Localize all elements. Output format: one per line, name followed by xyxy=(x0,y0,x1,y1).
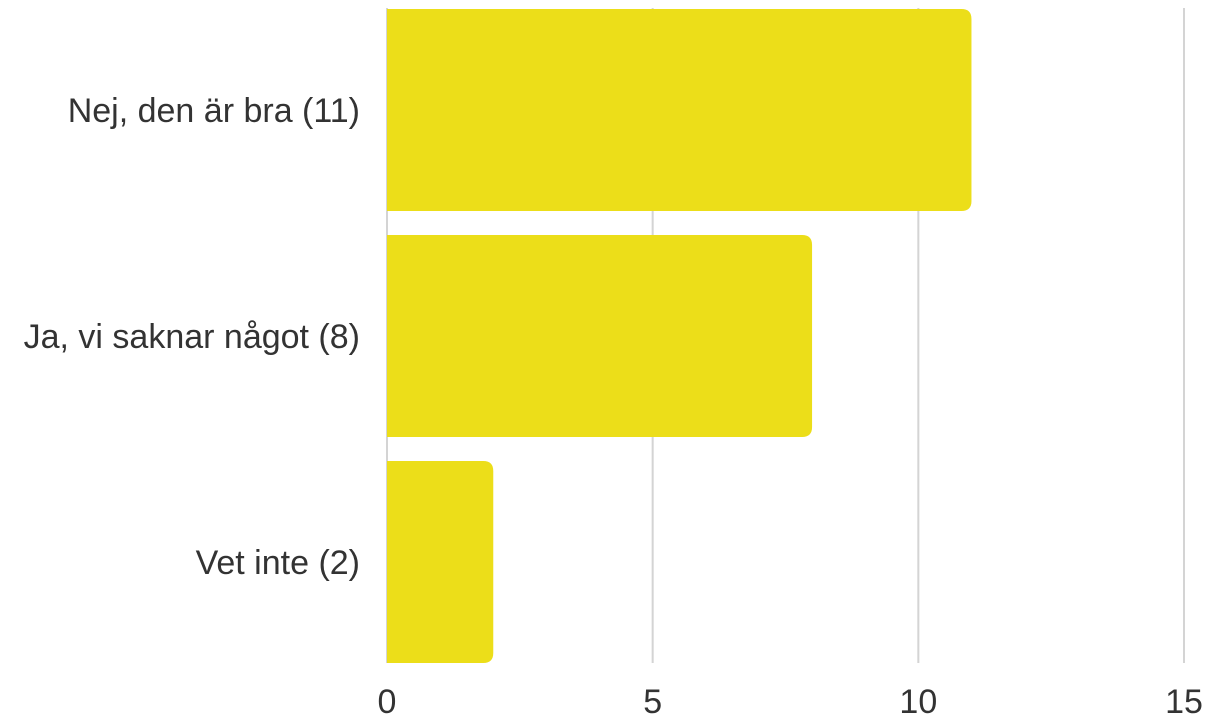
x-tick-label-0: 0 xyxy=(378,683,397,721)
bar-2 xyxy=(387,235,813,437)
category-labels: Nej, den är bra (11) Ja, vi saknar något … xyxy=(24,92,360,582)
bar-3 xyxy=(387,461,494,663)
bars xyxy=(387,9,972,663)
x-tick-label-15: 15 xyxy=(1165,683,1203,721)
category-label-2: Ja, vi saknar något (8) xyxy=(24,318,360,356)
bar-1 xyxy=(387,9,972,211)
x-tick-label-5: 5 xyxy=(643,683,662,721)
category-label-1: Nej, den är bra (11) xyxy=(68,92,360,130)
x-axis-tick-labels: 0 5 10 15 xyxy=(378,683,1203,721)
x-tick-label-10: 10 xyxy=(899,683,937,721)
category-label-3: Vet inte (2) xyxy=(196,544,360,582)
